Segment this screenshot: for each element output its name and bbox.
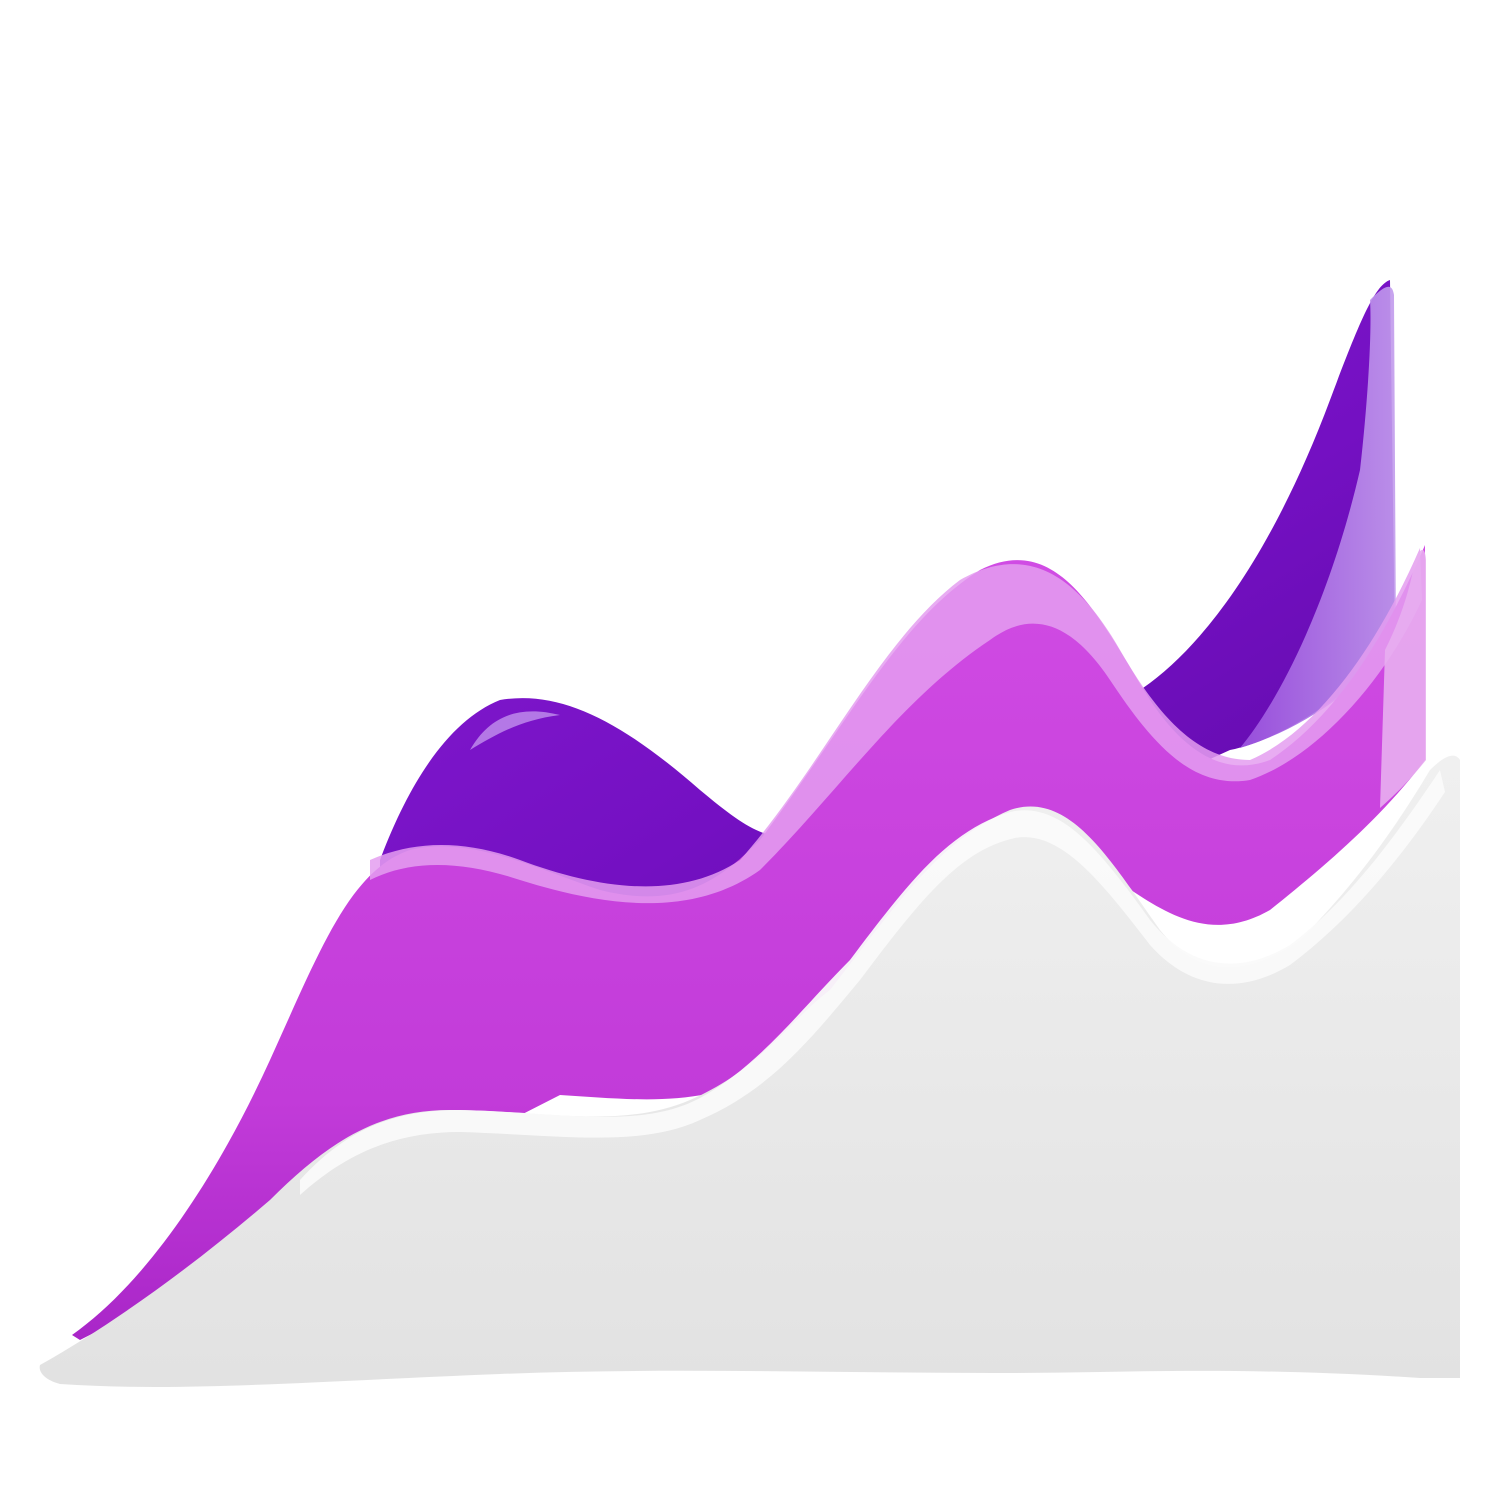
front-wave-layer (39, 755, 1460, 1387)
